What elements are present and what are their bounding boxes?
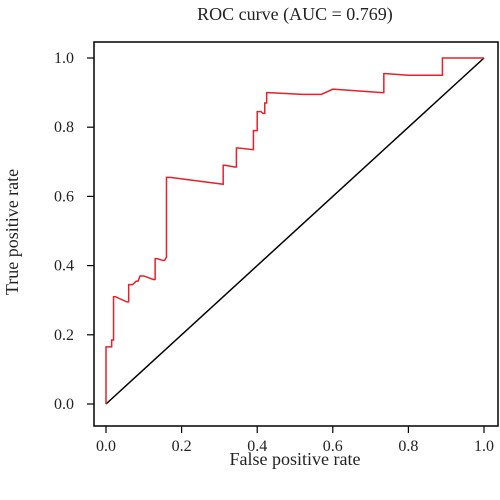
x-tick-label: 0.8 [398, 438, 418, 455]
plot-frame [93, 41, 499, 427]
x-tick-label: 0.2 [172, 438, 192, 455]
y-axis-label: True positive rate [2, 169, 22, 295]
x-axis-label: False positive rate [230, 449, 361, 469]
y-tick-label: 0.0 [54, 396, 74, 413]
y-axis-ticks: 0.0 0.2 0.4 0.6 0.8 1.0 [54, 50, 94, 413]
y-tick-label: 0.2 [54, 327, 74, 344]
x-tick-label: 0.0 [96, 438, 116, 455]
x-tick-label: 0.6 [323, 438, 343, 455]
chart-title: ROC curve (AUC = 0.769) [197, 4, 393, 25]
roc-curve-line [105, 57, 484, 404]
x-tick-label: 1.0 [474, 438, 494, 455]
chance-diagonal-line [105, 57, 485, 405]
y-tick-label: 0.6 [54, 188, 74, 205]
y-tick-label: 0.8 [54, 119, 74, 136]
x-tick-label: 0.4 [247, 438, 267, 455]
x-axis-ticks: 0.0 0.2 0.4 0.6 0.8 1.0 [96, 426, 494, 455]
y-tick-label: 1.0 [54, 50, 74, 67]
y-tick-label: 0.4 [54, 258, 74, 275]
